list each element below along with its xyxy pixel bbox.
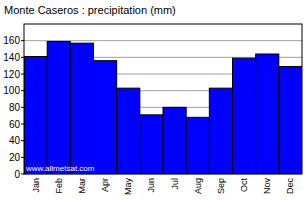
tick-label: 40	[9, 135, 21, 146]
annotation: www.allmetsat.com	[25, 164, 95, 173]
category-label: Oct	[239, 178, 249, 193]
tick-label: 100	[3, 85, 20, 96]
bar	[233, 58, 256, 174]
bar	[163, 107, 186, 174]
plot-background	[24, 24, 302, 174]
bar	[256, 54, 279, 174]
bar	[140, 115, 163, 174]
bar	[24, 57, 47, 175]
tick-label: 160	[3, 35, 20, 46]
category-label: Dec	[285, 178, 295, 195]
category-label: Aug	[193, 178, 203, 194]
tick-label: 20	[9, 152, 21, 163]
category-label: Mar	[77, 178, 87, 194]
bar	[94, 61, 117, 174]
title: Monte Caseros : precipitation (mm)	[4, 4, 176, 16]
category-label: May	[123, 178, 133, 196]
bar	[186, 117, 209, 174]
chart-container: 0 20 40 60 80 100 120 140 160 Jan Feb Mar Apr May Jun J…	[0, 0, 306, 200]
category-label: Jan	[31, 178, 41, 193]
tick-label: 80	[9, 102, 21, 113]
tick-label: 140	[3, 52, 20, 63]
category-label: Apr	[100, 178, 110, 192]
bar	[117, 88, 140, 174]
chart: 0 20 40 60 80 100 120 140 160 Jan Feb Mar Apr May Jun J…	[0, 0, 306, 200]
tick-label: 60	[9, 119, 21, 130]
bars	[24, 42, 302, 175]
category-label: Nov	[262, 178, 272, 195]
category-label: Sep	[216, 178, 226, 194]
category-label: Jul	[170, 178, 180, 190]
tick-label: 120	[3, 69, 20, 80]
bar	[70, 43, 93, 174]
plot-frame	[24, 24, 302, 174]
category-label: Jun	[146, 178, 156, 193]
tick-label: 0	[14, 169, 20, 180]
bar	[279, 67, 302, 175]
category-label: Feb	[54, 178, 64, 194]
bar	[47, 42, 70, 175]
bar	[209, 88, 232, 174]
